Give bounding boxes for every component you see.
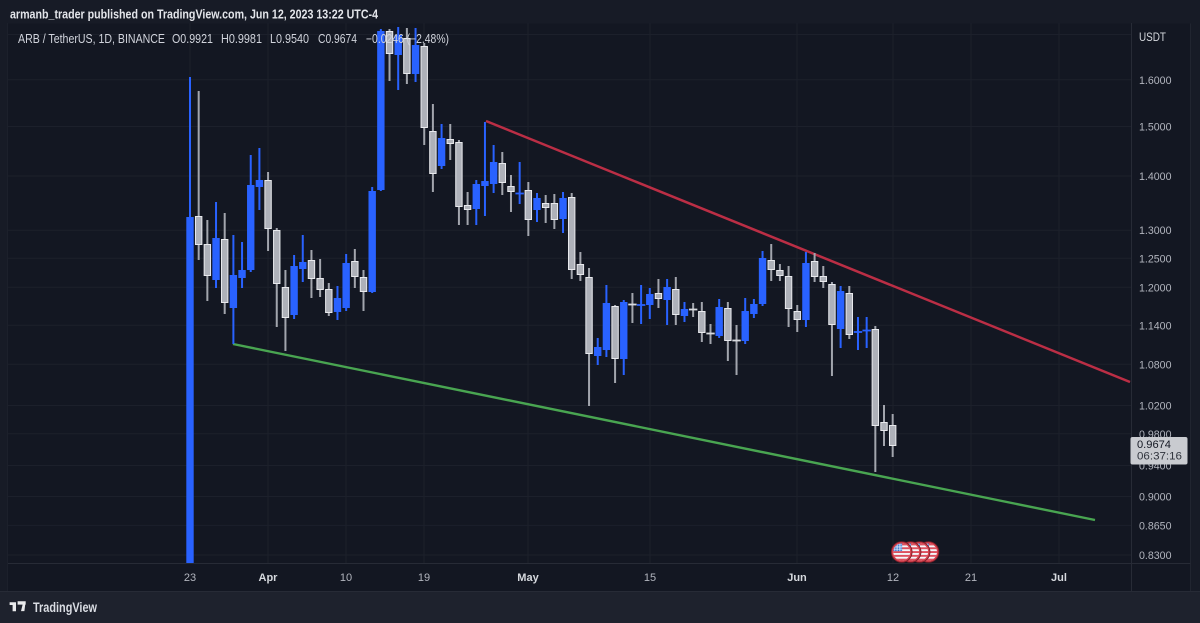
svg-text:1.6000: 1.6000 xyxy=(1139,75,1172,87)
svg-text:15: 15 xyxy=(644,572,656,584)
svg-text:armanb_trader published on Tra: armanb_trader published on TradingView.c… xyxy=(10,8,378,22)
svg-text:1.4000: 1.4000 xyxy=(1139,171,1172,183)
svg-text:Apr: Apr xyxy=(259,572,279,584)
svg-text:19: 19 xyxy=(418,572,430,584)
svg-text:21: 21 xyxy=(965,572,977,584)
svg-text:ARB / TetherUS, 1D, BINANCE: ARB / TetherUS, 1D, BINANCE xyxy=(18,32,165,46)
svg-text:Jul: Jul xyxy=(1051,572,1067,584)
svg-text:0.9674: 0.9674 xyxy=(1137,439,1171,451)
svg-text:USDT: USDT xyxy=(1139,32,1166,44)
svg-text:May: May xyxy=(517,572,539,584)
svg-text:1.2000: 1.2000 xyxy=(1139,282,1172,294)
svg-text:L0.9540: L0.9540 xyxy=(270,32,309,46)
svg-text:10: 10 xyxy=(340,572,352,584)
svg-text:1.2500: 1.2500 xyxy=(1139,253,1172,265)
svg-text:1.3000: 1.3000 xyxy=(1139,225,1172,237)
svg-text:H0.9981: H0.9981 xyxy=(221,32,262,46)
svg-text:23: 23 xyxy=(184,572,196,584)
svg-text:1.0800: 1.0800 xyxy=(1139,359,1172,371)
svg-text:1.5000: 1.5000 xyxy=(1139,122,1172,134)
svg-text:0.9000: 0.9000 xyxy=(1139,492,1172,504)
svg-text:0.8650: 0.8650 xyxy=(1139,520,1172,532)
svg-text:O0.9921: O0.9921 xyxy=(172,32,213,46)
svg-text:C0.9674: C0.9674 xyxy=(318,32,357,46)
svg-text:−0.0246 (−2.48%): −0.0246 (−2.48%) xyxy=(366,32,449,46)
svg-text:Jun: Jun xyxy=(787,572,807,584)
svg-text:12: 12 xyxy=(887,572,899,584)
svg-text:1.1400: 1.1400 xyxy=(1139,320,1172,332)
svg-text:0.8300: 0.8300 xyxy=(1139,550,1172,562)
svg-text:06:37:16: 06:37:16 xyxy=(1137,451,1182,463)
svg-text:TradingView: TradingView xyxy=(33,600,97,615)
svg-text:1.0200: 1.0200 xyxy=(1139,401,1172,413)
